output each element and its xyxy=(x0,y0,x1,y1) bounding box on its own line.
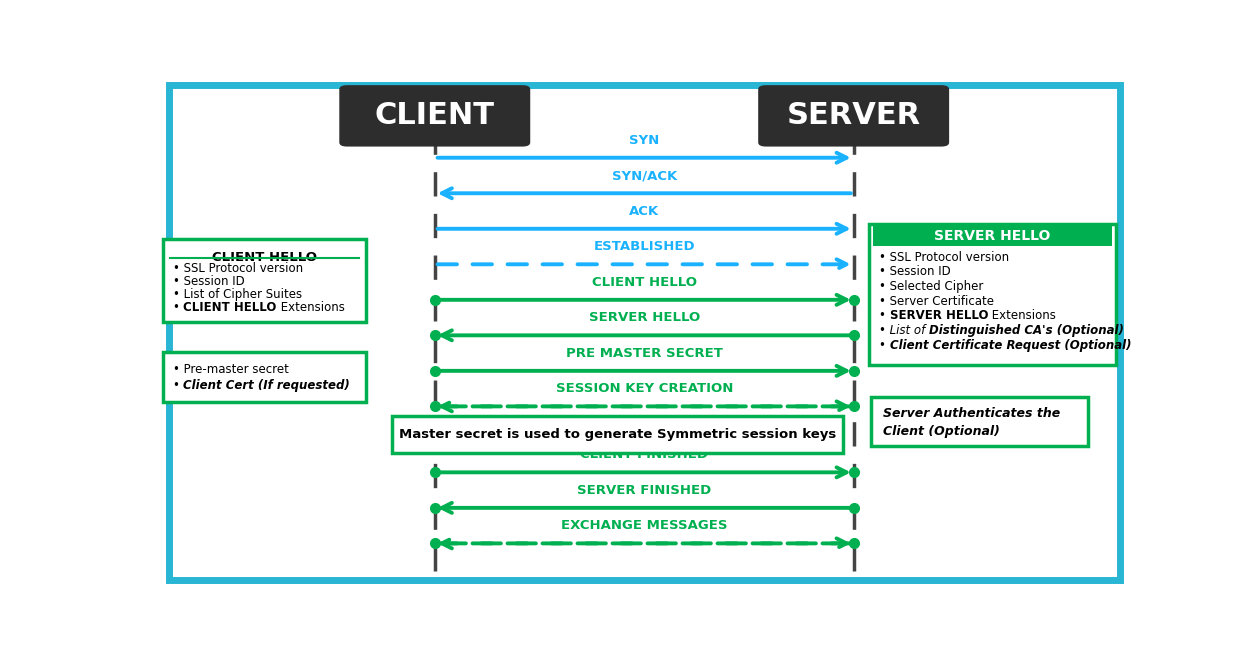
Text: CLIENT HELLO: CLIENT HELLO xyxy=(184,301,277,314)
FancyBboxPatch shape xyxy=(758,85,949,146)
Text: • SSL Protocol version: • SSL Protocol version xyxy=(879,250,1009,264)
FancyBboxPatch shape xyxy=(874,226,1111,246)
Text: Extensions: Extensions xyxy=(277,301,344,314)
Text: Client Certificate Request (Optional): Client Certificate Request (Optional) xyxy=(890,339,1131,352)
Text: CLIENT HELLO: CLIENT HELLO xyxy=(211,250,317,264)
Text: 's (Optional): 's (Optional) xyxy=(1042,324,1124,337)
Text: SYN/ACK: SYN/ACK xyxy=(612,169,676,182)
Text: CLIENT FINISHED: CLIENT FINISHED xyxy=(581,448,708,461)
Text: Client (Optional): Client (Optional) xyxy=(882,424,999,438)
Text: Client Cert (If requested): Client Cert (If requested) xyxy=(184,380,351,393)
Text: • Pre-master secret: • Pre-master secret xyxy=(172,363,289,376)
Text: SYN: SYN xyxy=(628,134,660,146)
Text: CLIENT HELLO: CLIENT HELLO xyxy=(592,275,696,289)
Text: SERVER: SERVER xyxy=(787,101,920,130)
Text: SESSION KEY CREATION: SESSION KEY CREATION xyxy=(556,382,733,395)
Text: ESTABLISHED: ESTABLISHED xyxy=(593,240,695,253)
Text: ACK: ACK xyxy=(630,204,659,217)
Text: EXCHANGE MESSAGES: EXCHANGE MESSAGES xyxy=(561,519,728,532)
FancyBboxPatch shape xyxy=(392,416,843,453)
Text: Extensions: Extensions xyxy=(988,310,1056,322)
Text: • Session ID: • Session ID xyxy=(879,266,950,278)
Text: PRE MASTER SECRET: PRE MASTER SECRET xyxy=(566,347,723,360)
Text: • Session ID: • Session ID xyxy=(172,275,244,288)
Text: SERVER HELLO: SERVER HELLO xyxy=(934,229,1051,243)
Text: •: • xyxy=(879,339,890,352)
FancyBboxPatch shape xyxy=(870,224,1116,365)
Text: Master secret is used to generate Symmetric session keys: Master secret is used to generate Symmet… xyxy=(398,428,836,440)
Text: • List of: • List of xyxy=(879,324,929,337)
FancyBboxPatch shape xyxy=(168,85,1120,581)
Text: Distinguished CA: Distinguished CA xyxy=(929,324,1042,337)
FancyBboxPatch shape xyxy=(163,352,366,402)
Text: • Selected Cipher: • Selected Cipher xyxy=(879,280,983,293)
Text: • List of Cipher Suites: • List of Cipher Suites xyxy=(172,288,302,301)
Text: SERVER HELLO: SERVER HELLO xyxy=(890,310,988,322)
FancyBboxPatch shape xyxy=(871,397,1089,446)
Text: CLIENT: CLIENT xyxy=(375,101,495,130)
Text: •: • xyxy=(879,310,890,322)
Text: SERVER HELLO: SERVER HELLO xyxy=(588,311,700,324)
Text: • Server Certificate: • Server Certificate xyxy=(879,295,994,308)
Text: SERVER FINISHED: SERVER FINISHED xyxy=(577,484,711,497)
Text: •: • xyxy=(172,301,184,314)
Text: Server Authenticates the: Server Authenticates the xyxy=(882,407,1060,420)
Text: •: • xyxy=(172,380,184,393)
FancyBboxPatch shape xyxy=(339,85,530,146)
Text: • SSL Protocol version: • SSL Protocol version xyxy=(172,262,303,275)
FancyBboxPatch shape xyxy=(163,239,366,322)
